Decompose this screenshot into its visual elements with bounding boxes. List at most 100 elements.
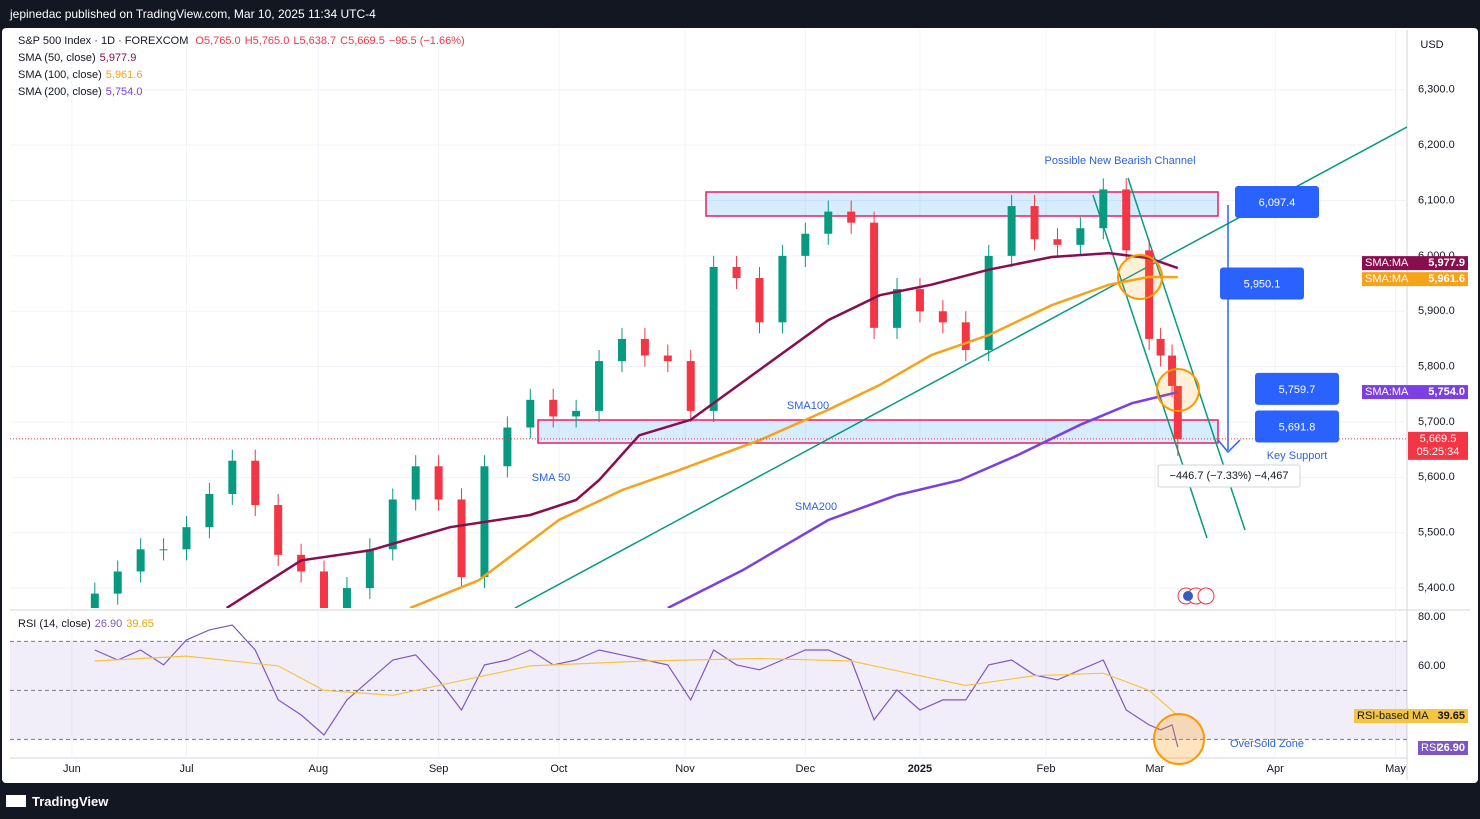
candle-body [274, 505, 283, 555]
candle-body [663, 355, 672, 362]
price-label: 5,691.8 [1279, 421, 1316, 433]
legend-name: SMA (50, close) [18, 52, 96, 64]
annotation: Possible New Bearish Channel [1044, 155, 1195, 167]
candle-body [1099, 189, 1108, 229]
legend-value: 5,977.9 [99, 52, 137, 64]
highlight-circle [1117, 254, 1163, 300]
candle-body [228, 460, 237, 494]
candle-body [1053, 239, 1062, 245]
candle-body [572, 410, 581, 417]
legend-rsi: RSI (14, close) 26.90 39.65 [18, 618, 158, 630]
legend-sma: SMA (50, close) 5,977.9 [18, 52, 140, 64]
price-label: 6,097.4 [1259, 197, 1296, 209]
candle-body [457, 499, 466, 577]
legend-value: 39.65 [126, 618, 154, 630]
price-label-box [1255, 410, 1339, 443]
y-tick-label: 5,400.0 [1418, 582, 1455, 594]
sma-badge-name: SMA:MA [1365, 273, 1409, 285]
candle-body [251, 460, 260, 506]
measure-label: −446.7 (−7.33%) −4,467 [1170, 470, 1289, 482]
sma-badge-value: 5,961.6 [1428, 273, 1465, 285]
candle-body [342, 588, 351, 608]
price-label: 5,950.1 [1244, 278, 1281, 290]
candle-body [549, 399, 558, 417]
symbol-title: S&P 500 Index · 1D · FOREXCOM [18, 35, 189, 47]
resistance-zone [705, 191, 1219, 217]
x-tick-label: May [1385, 763, 1406, 775]
footer-brand: TradingView [32, 794, 109, 809]
sma-badge [1362, 385, 1468, 400]
logo-mark [6, 795, 26, 807]
event-icons [1177, 587, 1215, 605]
ohlc: H5,765.0 [244, 35, 290, 47]
x-tick-label: Dec [796, 763, 816, 775]
price-label-box [1255, 372, 1339, 405]
highlight-circle [1156, 368, 1200, 412]
candle-body [1173, 385, 1182, 439]
annotation: SMA200 [795, 501, 837, 513]
sma-badge [1362, 256, 1468, 271]
candle-body [205, 493, 214, 528]
ohlc: L5,638.7 [293, 35, 337, 47]
x-tick-label: Jul [179, 763, 193, 775]
legend-name: SMA (100, close) [18, 69, 102, 81]
last-price-label: 5,669.5 [1420, 433, 1457, 445]
rsi-line [94, 655, 1179, 717]
rsi-lines [94, 624, 1179, 748]
arrow-head [1217, 439, 1241, 454]
candle-body [778, 255, 787, 323]
candle-body [938, 311, 947, 323]
sma-line [225, 251, 1179, 608]
candle-body [1156, 338, 1165, 356]
candle-body [320, 571, 329, 608]
annotation: SMA 50 [532, 472, 571, 484]
ohlc: C5,669.5 [340, 35, 385, 47]
rsi-badge [1354, 709, 1468, 723]
legend-sma: SMA (100, close) 5,961.6 [18, 69, 146, 81]
candle-body [434, 466, 443, 500]
sma-line [667, 390, 1179, 608]
candle-body [1145, 250, 1154, 339]
candle-body [1007, 206, 1016, 256]
sma-badge-value: 5,754.0 [1428, 386, 1465, 398]
y-tick-label: 5,500.0 [1418, 527, 1455, 539]
x-tick-label: Apr [1267, 763, 1284, 775]
candle-body [1076, 228, 1085, 245]
candle-body [893, 289, 902, 328]
candle-body [686, 361, 695, 411]
rsi-pane [10, 640, 1407, 740]
x-tick-label: Jun [63, 763, 81, 775]
publisher-bar: jepinedac published on TradingView.com, … [10, 7, 376, 21]
legend-value: 5,961.6 [105, 69, 143, 81]
y-tick-label: 6,100.0 [1418, 194, 1455, 206]
x-tick-label: 2025 [908, 763, 932, 775]
legend-sma: SMA (200, close) 5,754.0 [18, 86, 146, 98]
candle-body [961, 322, 970, 351]
legend-name: SMA (200, close) [18, 86, 102, 98]
legend-name: RSI (14, close) [18, 618, 91, 630]
annotation: SMA100 [787, 400, 829, 412]
y-tick-label: 5,800.0 [1418, 361, 1455, 373]
candle-body [136, 549, 145, 572]
sma-badge-name: SMA:MA [1365, 257, 1409, 269]
y-tick-label: 6,300.0 [1418, 84, 1455, 96]
candle-body [984, 255, 993, 351]
rsi-badge-name: RSI [1421, 742, 1439, 754]
last-price-badge [1408, 431, 1468, 460]
candle-body [182, 527, 191, 550]
candle-body [755, 278, 764, 323]
candle-body [388, 499, 397, 550]
candle-body [90, 593, 99, 608]
y-tick-label: 60.00 [1418, 660, 1446, 672]
candle-body [617, 338, 626, 362]
x-tick-label: Mar [1145, 763, 1164, 775]
ohlc: O5,765.0 [195, 35, 241, 47]
y-tick-label: 6,200.0 [1418, 139, 1455, 151]
footer: TradingView [10, 794, 108, 809]
x-tick-label: Nov [675, 763, 695, 775]
candle-body [732, 266, 741, 279]
rsi-line [94, 624, 1179, 748]
candle-body [159, 549, 168, 551]
